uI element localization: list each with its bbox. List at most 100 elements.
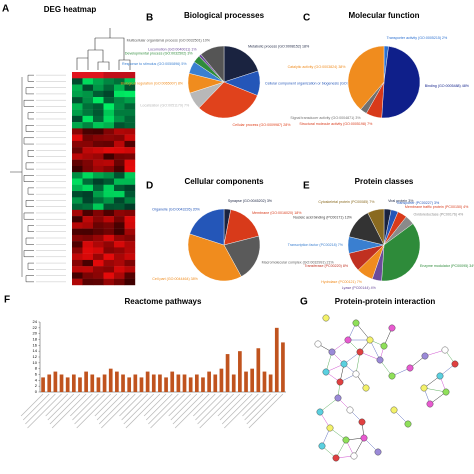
heatmap-cell xyxy=(124,147,136,154)
bar xyxy=(268,374,273,392)
heatmap-cell xyxy=(114,84,125,91)
heatmap-cell xyxy=(114,128,125,135)
heatmap-cell xyxy=(124,165,136,173)
bar xyxy=(115,371,119,392)
heatmap-cell xyxy=(82,78,94,85)
heatmap-cell xyxy=(72,147,83,154)
heatmap-cell xyxy=(114,272,125,279)
heatmap-cell xyxy=(114,97,125,104)
x-label-placeholder xyxy=(96,393,124,421)
heatmap-cell xyxy=(93,147,104,154)
slice-label: Lyase (PC00144) 4% xyxy=(342,286,377,290)
heatmap-cell xyxy=(72,109,83,117)
network-node xyxy=(314,340,322,348)
heatmap-cell xyxy=(82,109,94,117)
network-node xyxy=(420,384,428,392)
bar xyxy=(121,374,125,392)
x-label-placeholder xyxy=(47,393,75,421)
slice-value-label: 3% xyxy=(187,52,193,56)
slice-label: Cellular process (GO:0009987) 28% xyxy=(233,123,292,127)
bar xyxy=(158,374,162,392)
heatmap-cell xyxy=(82,90,94,98)
network-node xyxy=(380,342,388,350)
heatmap-cell xyxy=(72,140,83,148)
network-edge xyxy=(355,351,361,375)
slice-value-label: 38% xyxy=(191,277,199,281)
slice-value-label: 48% xyxy=(462,84,470,88)
slice-label: Macromolecular complex (GO:0032991) 21% xyxy=(262,260,335,264)
slice-category: Localization (GO:0051179) xyxy=(140,103,183,107)
heatmap-cell xyxy=(93,84,104,91)
heatmap-cell xyxy=(82,216,94,223)
heatmap-cell xyxy=(93,247,104,254)
network-node xyxy=(374,448,382,456)
heatmap-cell xyxy=(114,253,125,261)
panel-letter: B xyxy=(146,13,153,24)
heatmap-cell xyxy=(72,197,83,204)
slice-label: Membrane traffic protein (PC00150) 4% xyxy=(405,205,469,209)
slice-label: Catalytic activity (GO:0003824) 38% xyxy=(288,65,347,69)
network-node xyxy=(350,452,358,460)
network-node xyxy=(334,394,342,402)
heatmap-cell xyxy=(93,103,104,110)
network-node xyxy=(388,372,396,380)
y-tick-label: 14 xyxy=(33,348,38,353)
heatmap-cell xyxy=(124,90,136,98)
slice-value-label: 1% xyxy=(191,47,197,51)
bar xyxy=(59,374,64,392)
heatmap-cell xyxy=(93,90,104,98)
heatmap-cell xyxy=(103,191,115,198)
slice-label: Hydrolase (PC00121) 7% xyxy=(321,280,363,284)
panel-letter: G xyxy=(300,297,308,308)
x-label-placeholder xyxy=(150,393,185,429)
heatmap-cell xyxy=(82,272,94,279)
slice-label: Transferase (PC00220) 8% xyxy=(304,264,348,268)
slice-category: Cellular process (GO:0009987) xyxy=(233,123,283,127)
network-node xyxy=(322,314,330,322)
slice-label: Nucleic acid binding (PC00171) 13% xyxy=(293,216,352,220)
heatmap-cell xyxy=(82,209,94,217)
heatmap-cell xyxy=(103,147,115,154)
heatmap-cell xyxy=(103,78,115,85)
network-node xyxy=(376,356,384,364)
bar xyxy=(108,368,113,392)
heatmap-cell xyxy=(93,259,104,267)
heatmap-cell xyxy=(124,109,136,117)
network-node xyxy=(340,360,348,368)
y-tick-label: 20 xyxy=(33,331,38,336)
heatmap-cell xyxy=(114,159,125,167)
pie-slice xyxy=(381,46,421,119)
network-node xyxy=(342,436,350,444)
heatmap-cell xyxy=(124,272,136,279)
pie-slice xyxy=(347,45,385,110)
network-node xyxy=(318,442,326,450)
heatmap-cell xyxy=(72,115,83,123)
heatmap-cell xyxy=(93,203,104,211)
heatmap-cell xyxy=(103,241,115,248)
x-label-placeholder xyxy=(148,393,179,425)
slice-value-label: 34% xyxy=(469,264,474,268)
heatmap-cell xyxy=(93,128,104,135)
heatmap-cell xyxy=(93,72,104,79)
slice-label: Binding (GO:0005488) 48% xyxy=(425,84,470,88)
slice-label: Multicellular organismal process (GO:003… xyxy=(127,39,211,43)
bar xyxy=(274,327,279,392)
slice-category: Cell part (GO:0044464) xyxy=(152,277,189,281)
pie-slice xyxy=(367,208,385,246)
network-edge xyxy=(319,397,339,413)
slice-label: Viral protein 3% xyxy=(388,199,414,203)
network-node xyxy=(360,434,368,442)
heatmap-cell xyxy=(93,115,104,123)
slice-label: Signal transducer activity (GO:0004871) … xyxy=(290,116,361,120)
bar xyxy=(219,368,224,392)
heatmap-cell xyxy=(114,247,125,254)
bar xyxy=(84,371,88,392)
slice-label: Localization (GO:0051179) 7% xyxy=(140,103,190,107)
network-node xyxy=(358,418,366,426)
panel-letter: D xyxy=(146,181,153,192)
heatmap-cell xyxy=(114,122,125,129)
network-node xyxy=(441,346,449,354)
bar xyxy=(164,377,168,392)
heatmap-cell xyxy=(82,234,94,242)
heatmap-cell xyxy=(103,109,115,117)
